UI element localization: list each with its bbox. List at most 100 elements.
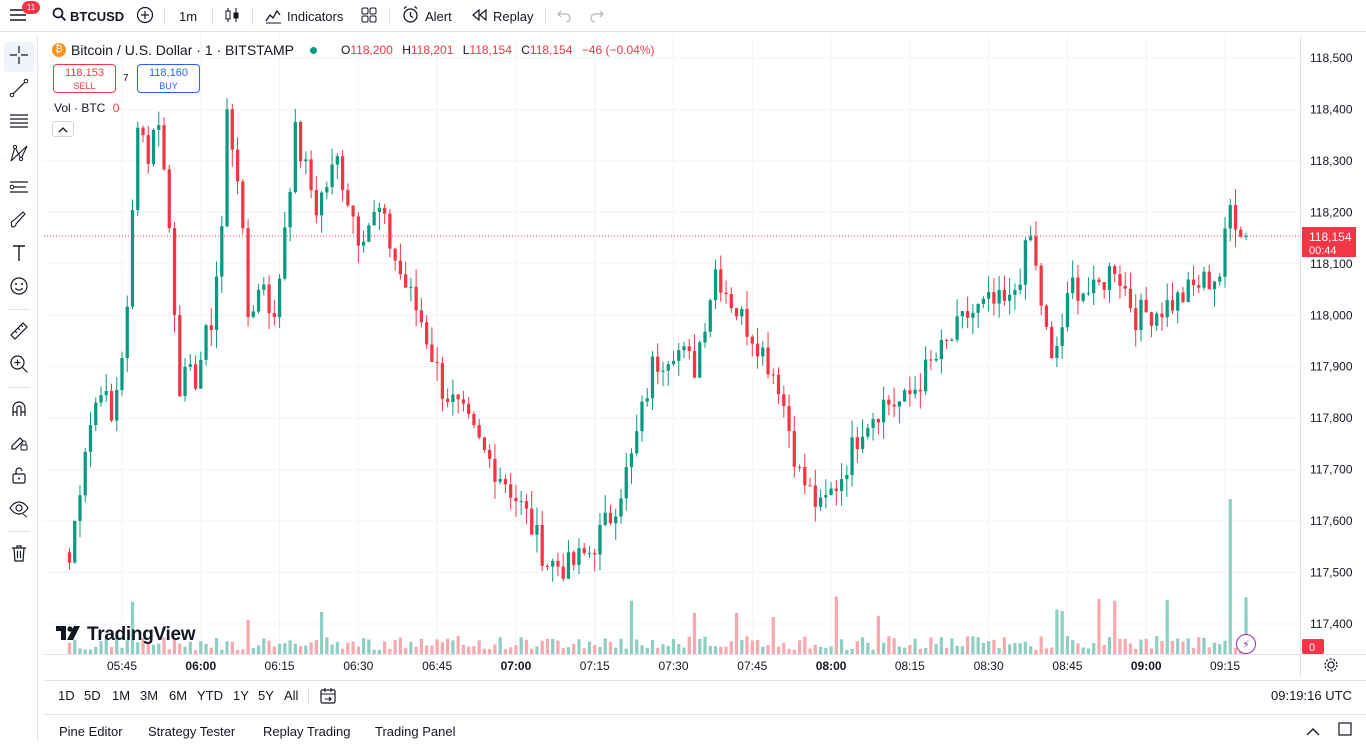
candle-body: [960, 311, 965, 317]
candle-body: [440, 363, 445, 399]
candle-body: [204, 325, 208, 360]
candle-body: [120, 357, 124, 391]
volume-bar: [188, 641, 192, 654]
maximize-panel-button[interactable]: [1338, 722, 1352, 741]
tab-pine-editor[interactable]: Pine Editor: [59, 724, 123, 739]
candle-body: [1113, 266, 1117, 275]
volume-legend[interactable]: Vol · BTC 0: [54, 101, 119, 115]
candle-body: [635, 431, 639, 454]
candle-body: [472, 414, 476, 426]
magnet-tool[interactable]: [4, 396, 34, 426]
candle-body: [771, 374, 775, 376]
volume-bar: [288, 640, 292, 654]
compare-button[interactable]: [136, 0, 154, 32]
goto-date-button[interactable]: [319, 687, 337, 710]
volume-bar: [519, 637, 523, 654]
replay-button[interactable]: Replay: [471, 0, 533, 32]
candle-body: [824, 495, 828, 498]
symbol-title[interactable]: Bitcoin / U.S. Dollar · 1 · BITSTAMP: [71, 42, 295, 58]
expand-panel-button[interactable]: [1306, 723, 1320, 741]
remove-drawings-tool[interactable]: [4, 540, 34, 570]
candle-body: [125, 306, 129, 358]
range-1m[interactable]: 1M: [112, 688, 131, 703]
candle-body: [298, 122, 303, 162]
pattern-tool[interactable]: [4, 141, 34, 171]
time-tick-label: 07:15: [580, 659, 610, 673]
zoom-tool[interactable]: [4, 351, 34, 381]
clock-timezone[interactable]: 09:19:16 UTC: [1271, 688, 1352, 703]
tab-strategy-tester[interactable]: Strategy Tester: [148, 724, 236, 739]
candle-body: [262, 284, 266, 290]
symbol-search-button[interactable]: BTCUSD: [52, 0, 124, 32]
candle-body: [225, 109, 229, 227]
candle-body: [372, 211, 376, 226]
volume-bar: [230, 641, 234, 654]
volume-bar: [976, 637, 980, 654]
range-3m[interactable]: 3M: [140, 688, 159, 703]
volume-bar: [425, 645, 429, 654]
emoji-tool[interactable]: [4, 273, 34, 303]
lock-drawing-mode-tool[interactable]: [4, 429, 34, 459]
volume-bar: [834, 596, 838, 654]
range-1d[interactable]: 1D: [58, 688, 75, 703]
sell-button[interactable]: 118,153 SELL: [53, 64, 116, 93]
notification-badge: 11: [22, 1, 40, 14]
tab-replay-trading[interactable]: Replay Trading: [263, 724, 351, 739]
candle-body: [235, 149, 240, 182]
candle-body: [551, 560, 555, 567]
range-all[interactable]: All: [284, 688, 299, 703]
candle-body: [1002, 289, 1007, 301]
volume-bar: [824, 648, 828, 654]
price-chart[interactable]: 118,500 118,400 118,300 118,200 118,100 118,0…: [44, 36, 1366, 678]
volume-bar: [1144, 638, 1148, 654]
alert-button[interactable]: Alert: [401, 0, 452, 32]
measure-tool[interactable]: [4, 318, 34, 348]
layouts-button[interactable]: [360, 0, 378, 32]
price-tick-label: 117,500: [1310, 566, 1353, 580]
crosshair-tool[interactable]: [4, 42, 34, 72]
range-5d[interactable]: 5D: [84, 688, 101, 703]
collapse-legend-button[interactable]: [52, 121, 74, 137]
volume-bar: [199, 641, 203, 654]
candle-body: [755, 343, 760, 357]
interval-button[interactable]: 1m: [179, 8, 198, 24]
candle-body: [614, 516, 618, 524]
candle-body: [745, 308, 749, 337]
range-6m[interactable]: 6M: [169, 688, 188, 703]
indicators-button[interactable]: Indicators: [264, 0, 343, 32]
fib-tool[interactable]: [4, 108, 34, 138]
tab-trading-panel[interactable]: Trading Panel: [375, 724, 456, 739]
volume-bar: [839, 639, 844, 654]
text-tool[interactable]: [4, 240, 34, 270]
chart-type-button[interactable]: [223, 0, 241, 32]
lock-all-drawings-tool[interactable]: [4, 462, 34, 492]
volume-bar: [388, 648, 392, 654]
volume-bar: [582, 648, 586, 654]
range-5y[interactable]: 5Y: [258, 688, 274, 703]
volume-bar: [687, 636, 691, 654]
brush-tool[interactable]: [4, 207, 34, 237]
lightning-button[interactable]: ⚡: [1236, 634, 1256, 654]
range-ytd[interactable]: YTD: [197, 688, 223, 703]
redo-button[interactable]: [589, 0, 605, 32]
hide-drawings-tool[interactable]: [4, 495, 34, 525]
buy-button[interactable]: 118,160 BUY: [137, 64, 200, 93]
prediction-tool[interactable]: [4, 174, 34, 204]
low-label: L: [462, 43, 470, 57]
rewind-icon: [471, 8, 488, 25]
undo-button[interactable]: [556, 0, 572, 32]
trend-line-tool[interactable]: [4, 75, 34, 105]
volume-bar: [698, 638, 702, 654]
candle-body: [698, 342, 702, 378]
volume-bar: [251, 647, 255, 654]
range-1y[interactable]: 1Y: [233, 688, 249, 703]
candle-body: [881, 399, 886, 423]
volume-bar: [125, 640, 129, 654]
chart-settings-button[interactable]: [1323, 657, 1339, 678]
candle-body: [703, 331, 707, 343]
candle-body: [1155, 313, 1159, 326]
time-tick-label: 08:00: [816, 659, 847, 673]
time-tick-label: 06:30: [343, 659, 373, 673]
chart-pane[interactable]: 118,500 118,400 118,300 118,200 118,100 118,0…: [44, 36, 1366, 678]
candle-body: [367, 225, 371, 242]
